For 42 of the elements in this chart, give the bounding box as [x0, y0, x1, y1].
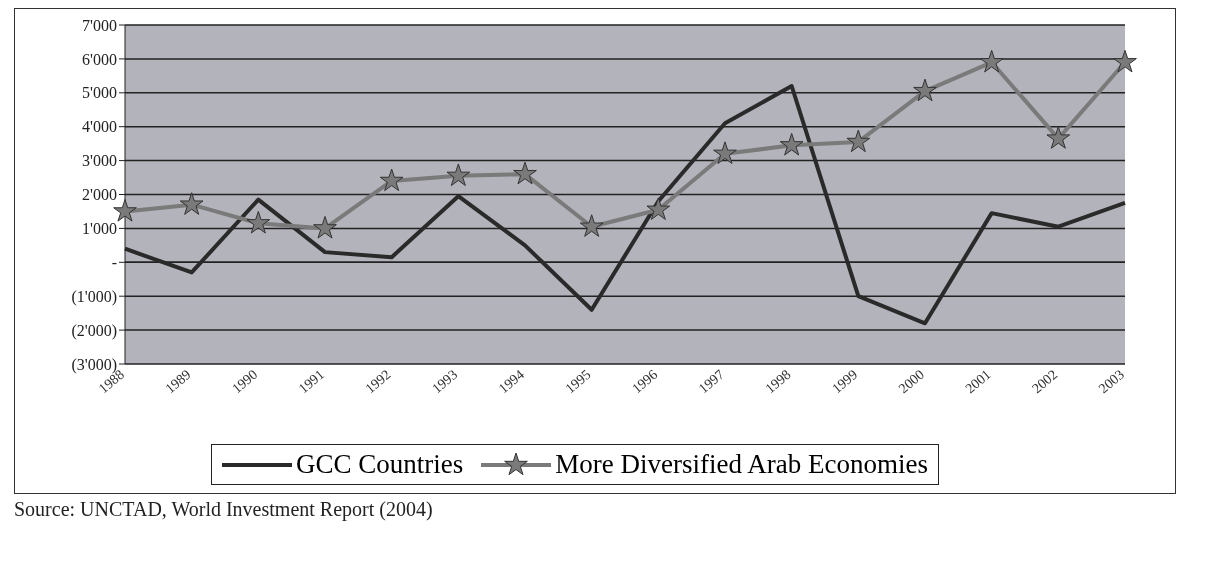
x-tick-label: 1995: [562, 366, 594, 397]
point: [779, 132, 804, 156]
point: [646, 197, 671, 220]
x-tick-label: 1991: [295, 366, 327, 397]
x-tick-label: 1993: [429, 366, 461, 397]
x-tick-label: 1998: [762, 366, 794, 397]
x-tick-label: 2000: [895, 366, 927, 397]
y-tick-label: 4'000: [82, 118, 117, 136]
y-tick-label: -: [111, 253, 117, 271]
y-tick-label: 6'000: [82, 50, 117, 68]
x-tick-label: 1999: [829, 366, 861, 397]
legend-label: GCC Countries: [296, 449, 464, 480]
point: [246, 210, 271, 234]
point: [446, 163, 471, 187]
point: [113, 199, 137, 222]
source-note: Source: UNCTAD, World Investment Report (2004): [14, 498, 434, 521]
point: [713, 141, 737, 164]
x-tick-label: 1990: [229, 366, 261, 397]
point: [513, 161, 537, 185]
point: [313, 215, 337, 239]
y-tick-label: 3'000: [82, 152, 117, 170]
point: [179, 192, 204, 215]
legend-label: More Diversified Arab Economies: [555, 449, 928, 480]
point: [579, 214, 604, 237]
x-tick-label: 1989: [162, 366, 194, 397]
y-tick-label: 7'000: [82, 16, 117, 34]
y-tick-label: (2'000): [71, 321, 117, 340]
x-tick-label: 2003: [1095, 366, 1127, 397]
y-tick-label: (1'000): [71, 287, 117, 306]
point: [379, 168, 404, 192]
point: [913, 78, 937, 102]
point: [1046, 126, 1071, 149]
y-tick-label: 2'000: [82, 186, 117, 204]
x-tick-label: 1992: [362, 366, 394, 397]
x-tick-label: 2001: [962, 366, 994, 397]
x-tick-label: 1996: [629, 366, 661, 397]
point: [979, 49, 1004, 73]
point: [1113, 49, 1137, 73]
x-tick-label: 1994: [495, 366, 527, 397]
point: [846, 129, 871, 153]
y-tick-label: 1'000: [82, 220, 117, 238]
y-tick-label: 5'000: [82, 84, 117, 102]
